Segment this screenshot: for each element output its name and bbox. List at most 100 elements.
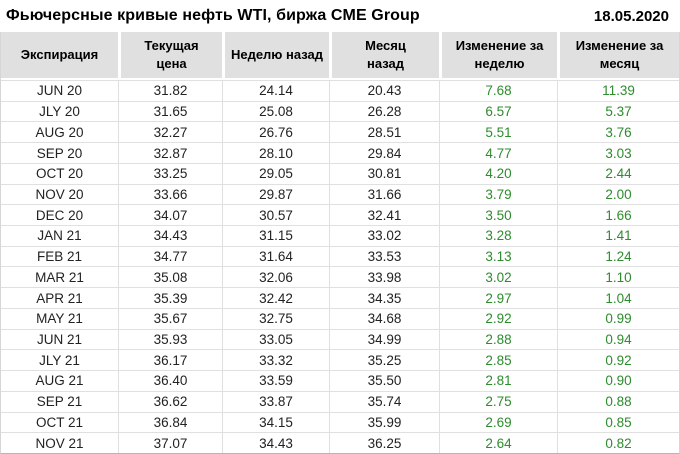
cell-expiration: AUG 21 bbox=[1, 370, 118, 391]
cell-week-ago: 33.59 bbox=[222, 370, 329, 391]
cell-change-week: 4.77 bbox=[439, 142, 557, 163]
cell-change-month: 0.82 bbox=[557, 432, 679, 453]
cell-month-ago: 28.51 bbox=[329, 121, 439, 143]
cell-change-month: 1.24 bbox=[557, 245, 679, 267]
cell-month-ago: 32.41 bbox=[329, 204, 439, 226]
cell-change-week: 2.85 bbox=[439, 349, 557, 371]
table-row: NOV 21 37.07 34.43 36.25 2.64 0.82 bbox=[1, 432, 679, 453]
cell-week-ago: 24.14 bbox=[222, 80, 329, 101]
cell-change-week: 6.57 bbox=[439, 100, 557, 122]
cell-week-ago: 29.87 bbox=[222, 183, 329, 205]
table-row: SEP 21 36.62 33.87 35.74 2.75 0.88 bbox=[1, 390, 679, 412]
cell-week-ago: 33.87 bbox=[222, 390, 329, 412]
cell-change-month: 0.99 bbox=[557, 307, 679, 329]
cell-change-week: 2.75 bbox=[439, 390, 557, 412]
cell-change-month: 2.00 bbox=[557, 183, 679, 205]
cell-expiration: OCT 21 bbox=[1, 411, 118, 433]
futures-table: Экспирация Текущая цена Неделю назад Мес… bbox=[1, 32, 679, 453]
table-row: MAR 21 35.08 32.06 33.98 3.02 1.10 bbox=[1, 266, 679, 288]
table-row: AUG 21 36.40 33.59 35.50 2.81 0.90 bbox=[1, 370, 679, 391]
cell-current-price: 34.77 bbox=[118, 245, 222, 267]
cell-month-ago: 35.99 bbox=[329, 411, 439, 433]
cell-change-week: 2.88 bbox=[439, 328, 557, 350]
cell-expiration: SEP 21 bbox=[1, 390, 118, 412]
cell-week-ago: 33.32 bbox=[222, 349, 329, 371]
cell-change-month: 11.39 bbox=[557, 80, 679, 101]
table-row: JLY 20 31.65 25.08 26.28 6.57 5.37 bbox=[1, 100, 679, 122]
cell-change-month: 0.88 bbox=[557, 390, 679, 412]
table-row: JUN 20 31.82 24.14 20.43 7.68 11.39 bbox=[1, 80, 679, 101]
cell-change-week: 2.64 bbox=[439, 432, 557, 453]
cell-change-week: 3.79 bbox=[439, 183, 557, 205]
futures-table-container: Экспирация Текущая цена Неделю назад Мес… bbox=[0, 32, 680, 454]
cell-change-month: 5.37 bbox=[557, 100, 679, 122]
cell-change-month: 3.03 bbox=[557, 142, 679, 163]
header-row: Экспирация Текущая цена Неделю назад Мес… bbox=[1, 32, 679, 80]
cell-month-ago: 33.98 bbox=[329, 266, 439, 288]
cell-current-price: 32.87 bbox=[118, 142, 222, 163]
cell-current-price: 35.67 bbox=[118, 307, 222, 329]
cell-expiration: NOV 20 bbox=[1, 183, 118, 205]
cell-expiration: NOV 21 bbox=[1, 432, 118, 453]
cell-current-price: 32.27 bbox=[118, 121, 222, 143]
cell-month-ago: 36.25 bbox=[329, 432, 439, 453]
cell-expiration: OCT 20 bbox=[1, 162, 118, 184]
cell-change-week: 5.51 bbox=[439, 121, 557, 143]
cell-current-price: 34.07 bbox=[118, 204, 222, 226]
cell-current-price: 33.25 bbox=[118, 162, 222, 184]
cell-change-week: 2.69 bbox=[439, 411, 557, 433]
table-row: DEC 20 34.07 30.57 32.41 3.50 1.66 bbox=[1, 204, 679, 226]
col-header-change-week: Изменение за неделю bbox=[439, 32, 557, 80]
cell-change-week: 3.13 bbox=[439, 245, 557, 267]
cell-change-month: 1.66 bbox=[557, 204, 679, 226]
cell-change-week: 2.97 bbox=[439, 287, 557, 308]
col-header-current-price: Текущая цена bbox=[118, 32, 222, 80]
cell-expiration: JLY 21 bbox=[1, 349, 118, 370]
cell-week-ago: 34.15 bbox=[222, 411, 329, 433]
cell-current-price: 35.39 bbox=[118, 287, 222, 308]
cell-week-ago: 31.64 bbox=[222, 245, 329, 267]
cell-change-month: 0.94 bbox=[557, 328, 679, 350]
cell-current-price: 35.93 bbox=[118, 328, 222, 350]
cell-week-ago: 29.05 bbox=[222, 162, 329, 184]
cell-current-price: 37.07 bbox=[118, 432, 222, 453]
cell-change-month: 1.10 bbox=[557, 266, 679, 288]
col-header-week-ago: Неделю назад bbox=[222, 32, 329, 80]
cell-expiration: SEP 20 bbox=[1, 142, 118, 163]
cell-change-month: 1.41 bbox=[557, 225, 679, 246]
cell-current-price: 34.43 bbox=[118, 225, 222, 246]
futures-table-body: JUN 20 31.82 24.14 20.43 7.68 11.39 JLY … bbox=[1, 80, 679, 453]
cell-month-ago: 34.68 bbox=[329, 307, 439, 329]
cell-change-month: 0.90 bbox=[557, 370, 679, 391]
cell-change-month: 2.44 bbox=[557, 162, 679, 184]
cell-current-price: 31.82 bbox=[118, 80, 222, 101]
col-header-change-month: Изменение за месяц bbox=[557, 32, 679, 80]
cell-expiration: MAY 21 bbox=[1, 307, 118, 329]
table-row: NOV 20 33.66 29.87 31.66 3.79 2.00 bbox=[1, 183, 679, 205]
cell-week-ago: 34.43 bbox=[222, 432, 329, 453]
table-row: APR 21 35.39 32.42 34.35 2.97 1.04 bbox=[1, 287, 679, 308]
cell-week-ago: 28.10 bbox=[222, 142, 329, 163]
cell-expiration: AUG 20 bbox=[1, 121, 118, 142]
cell-current-price: 35.08 bbox=[118, 266, 222, 288]
cell-expiration: MAR 21 bbox=[1, 266, 118, 287]
cell-change-month: 0.85 bbox=[557, 411, 679, 433]
table-row: JAN 21 34.43 31.15 33.02 3.28 1.41 bbox=[1, 225, 679, 246]
cell-current-price: 36.17 bbox=[118, 349, 222, 371]
cell-week-ago: 32.75 bbox=[222, 307, 329, 329]
cell-change-month: 1.04 bbox=[557, 287, 679, 308]
report-date: 18.05.2020 bbox=[593, 7, 669, 25]
cell-week-ago: 32.06 bbox=[222, 266, 329, 288]
cell-expiration: DEC 20 bbox=[1, 204, 118, 225]
cell-month-ago: 29.84 bbox=[329, 142, 439, 163]
table-row: FEB 21 34.77 31.64 33.53 3.13 1.24 bbox=[1, 245, 679, 267]
col-header-month-ago: Месяц назад bbox=[329, 32, 439, 80]
cell-month-ago: 35.25 bbox=[329, 349, 439, 371]
page-title: Фьючерсные кривые нефть WTI, биржа CME G… bbox=[6, 7, 420, 24]
cell-expiration: JAN 21 bbox=[1, 225, 118, 246]
cell-change-week: 7.68 bbox=[439, 80, 557, 101]
cell-expiration: APR 21 bbox=[1, 287, 118, 308]
cell-change-week: 2.92 bbox=[439, 307, 557, 329]
table-row: OCT 20 33.25 29.05 30.81 4.20 2.44 bbox=[1, 162, 679, 184]
col-header-expiration: Экспирация bbox=[1, 32, 118, 80]
